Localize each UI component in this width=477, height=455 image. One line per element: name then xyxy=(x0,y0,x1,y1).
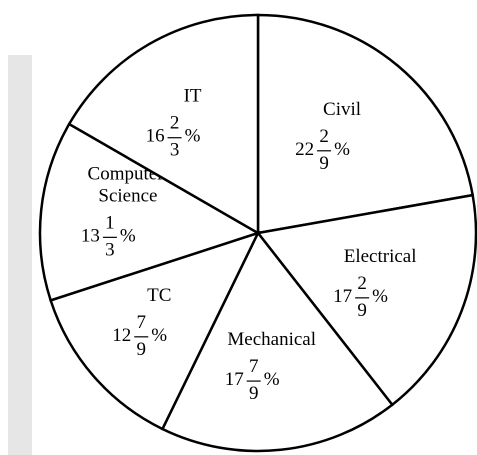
pie-slice xyxy=(255,193,477,407)
slice-label: Mechanical xyxy=(227,329,316,350)
slice-label: Electrical xyxy=(344,246,417,267)
value-label: 162 3% xyxy=(146,113,201,161)
side-strip xyxy=(8,55,32,455)
value-label: 131 3% xyxy=(81,213,136,261)
value-label: 177 9% xyxy=(225,356,280,404)
value-label: 222 9% xyxy=(295,126,350,174)
slice-label: TC xyxy=(147,285,171,306)
pie-slice xyxy=(160,230,395,453)
slice-label: Civil xyxy=(323,99,361,120)
value-label: 172 9% xyxy=(333,273,388,321)
pie-slice xyxy=(256,13,475,235)
pie-slice xyxy=(38,122,262,302)
pie-slice xyxy=(67,13,260,236)
value-label: 127 9% xyxy=(112,312,167,360)
slice-label: IT xyxy=(184,86,202,107)
pie-slice xyxy=(49,230,261,431)
